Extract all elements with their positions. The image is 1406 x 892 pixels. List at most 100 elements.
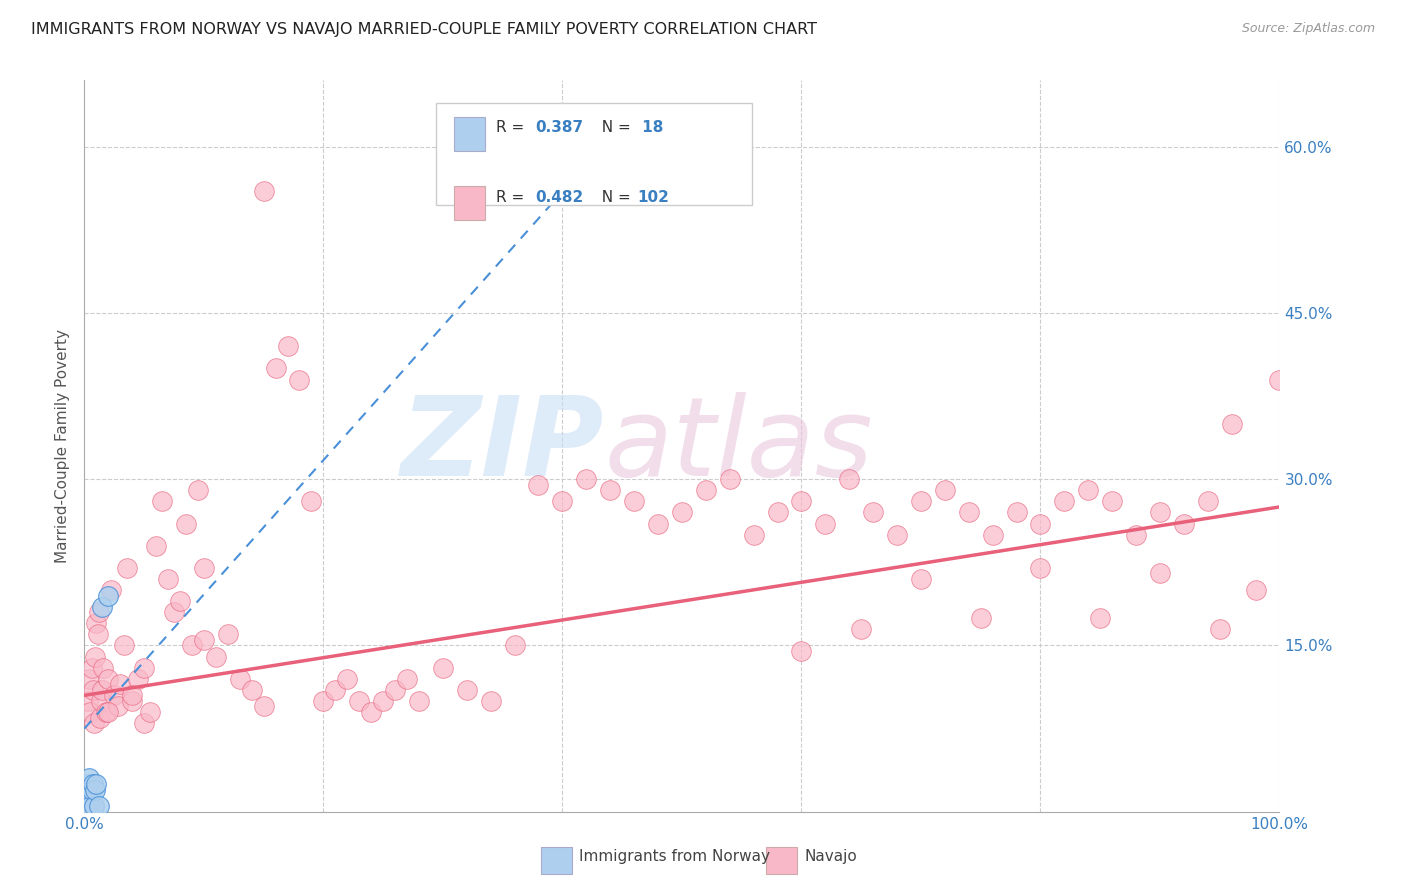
Text: Immigrants from Norway: Immigrants from Norway (579, 849, 770, 863)
Point (1101, 494, 1123, 508)
Point (75, 799, 97, 814)
Point (86, 627, 108, 641)
Point (100, 583, 122, 598)
Point (957, 506, 980, 520)
Point (187, 483, 209, 498)
Point (132, 716, 156, 731)
Point (83, 716, 105, 731)
Point (396, 672, 419, 686)
Point (87, 799, 110, 814)
Point (157, 572, 180, 586)
Point (79, 705, 101, 719)
Text: Navajo: Navajo (804, 849, 858, 863)
Point (90, 694, 112, 708)
Point (84, 649, 107, 664)
Text: R =: R = (496, 190, 530, 205)
Point (83, 799, 105, 814)
Point (277, 339, 299, 353)
Point (82, 777, 104, 791)
Point (76, 777, 98, 791)
Point (1077, 483, 1099, 498)
Point (360, 705, 382, 719)
Point (599, 483, 621, 498)
Point (97, 672, 120, 686)
Point (862, 506, 884, 520)
Point (1090, 611, 1112, 625)
Point (336, 672, 359, 686)
Text: IMMIGRANTS FROM NORWAY VS NAVAJO MARRIED-COUPLE FAMILY POVERTY CORRELATION CHART: IMMIGRANTS FROM NORWAY VS NAVAJO MARRIED… (31, 22, 817, 37)
Text: 102: 102 (637, 190, 669, 205)
Point (432, 660, 454, 674)
Point (97, 705, 120, 719)
Point (87, 605, 110, 619)
Point (181, 639, 204, 653)
Point (86, 616, 108, 631)
Point (1220, 417, 1243, 431)
Point (107, 699, 129, 714)
Point (93, 660, 115, 674)
Point (174, 516, 197, 531)
Point (94, 705, 117, 719)
Point (910, 494, 932, 508)
Point (1029, 516, 1052, 531)
Point (169, 594, 191, 608)
Point (77, 772, 100, 786)
Point (742, 527, 765, 541)
Point (163, 605, 186, 619)
Text: ZIP: ZIP (401, 392, 605, 500)
Point (91, 682, 114, 697)
Point (1173, 516, 1195, 531)
Point (1053, 494, 1076, 508)
Point (132, 660, 156, 674)
Point (240, 682, 263, 697)
Point (217, 627, 239, 641)
Point (75, 794, 97, 808)
Text: N =: N = (592, 190, 636, 205)
Point (205, 649, 228, 664)
Point (75, 782, 97, 797)
Text: Source: ZipAtlas.com: Source: ZipAtlas.com (1241, 22, 1375, 36)
Point (981, 527, 1004, 541)
Point (193, 561, 215, 575)
Point (229, 672, 252, 686)
Point (671, 506, 693, 520)
Point (479, 694, 502, 708)
Point (408, 694, 430, 708)
Point (1029, 561, 1052, 575)
Point (910, 572, 932, 586)
Point (551, 494, 574, 508)
Text: N =: N = (592, 120, 636, 136)
Text: R =: R = (496, 120, 530, 136)
Point (288, 372, 311, 386)
Point (121, 694, 143, 708)
Point (1197, 494, 1219, 508)
Point (110, 677, 132, 691)
Text: 18: 18 (637, 120, 664, 136)
Point (77, 694, 100, 708)
Point (527, 477, 550, 491)
Point (1005, 506, 1028, 520)
Point (814, 516, 837, 531)
Text: atlas: atlas (605, 392, 873, 500)
Point (77, 782, 100, 797)
Point (80, 660, 103, 674)
Point (623, 494, 645, 508)
Point (1149, 506, 1171, 520)
Point (1149, 566, 1171, 581)
Point (139, 705, 162, 719)
Point (886, 527, 908, 541)
Point (790, 494, 813, 508)
Point (97, 589, 120, 603)
Point (349, 694, 371, 708)
Point (647, 516, 669, 531)
Point (112, 639, 135, 653)
Point (575, 472, 598, 486)
Point (1209, 622, 1232, 636)
Point (121, 689, 143, 703)
Point (79, 799, 101, 814)
Point (150, 494, 173, 508)
Point (76, 799, 98, 814)
Point (253, 699, 276, 714)
Point (312, 694, 335, 708)
Point (970, 611, 993, 625)
